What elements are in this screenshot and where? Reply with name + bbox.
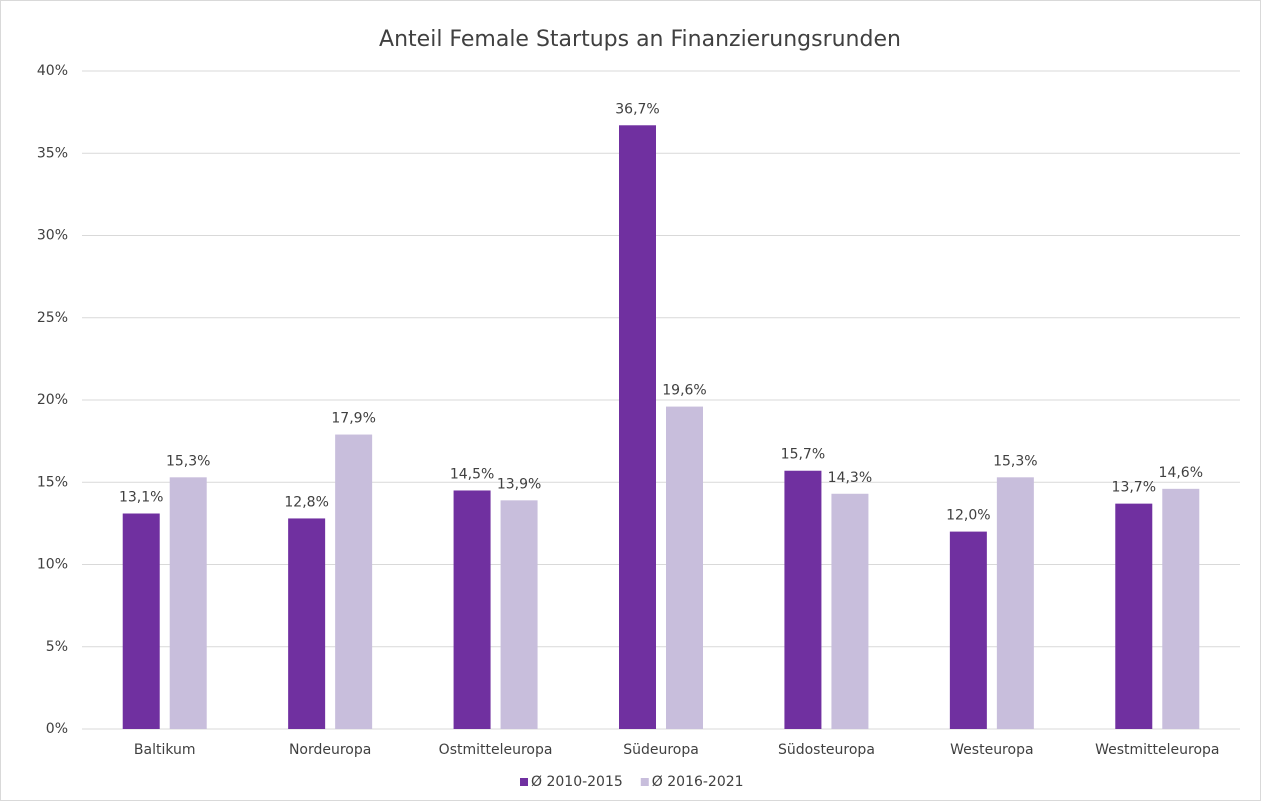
y-tick-label: 5% (46, 639, 68, 655)
value-label: 12,8% (284, 494, 328, 510)
value-label: 14,3% (828, 470, 872, 486)
value-label: 17,9% (331, 411, 375, 427)
y-tick-label: 40% (37, 63, 68, 79)
value-label: 13,9% (497, 476, 541, 492)
value-label: 15,3% (166, 453, 210, 469)
bar (996, 477, 1034, 729)
y-tick-label: 10% (37, 557, 68, 573)
x-tick-label: Westeuropa (950, 742, 1033, 758)
bar (949, 531, 987, 729)
y-tick-label: 0% (46, 721, 68, 737)
bar (335, 434, 373, 729)
bar (619, 125, 656, 729)
value-label: 14,6% (1159, 465, 1203, 481)
value-label: 15,3% (993, 453, 1037, 469)
y-tick-label: 25% (37, 310, 68, 326)
bar (666, 406, 703, 729)
bar (453, 490, 491, 729)
x-tick-label: Südeuropa (623, 742, 699, 758)
value-label: 36,7% (615, 101, 659, 117)
value-label: 13,7% (1112, 480, 1156, 496)
y-tick-label: 30% (37, 228, 68, 244)
x-tick-label: Baltikum (134, 742, 196, 758)
y-tick-label: 35% (37, 145, 68, 161)
bar (122, 513, 160, 729)
value-label: 14,5% (450, 466, 494, 482)
y-tick-label: 20% (37, 392, 68, 408)
bar (288, 518, 326, 729)
legend-swatch (640, 778, 649, 786)
bar (784, 470, 822, 729)
chart-title: Anteil Female Startups an Finanzierungsr… (379, 27, 901, 52)
legend-label: Ø 2010-2015 (531, 774, 623, 790)
bar (500, 500, 538, 729)
legend-label: Ø 2016-2021 (652, 774, 744, 790)
y-tick-label: 15% (37, 474, 68, 490)
bar (169, 477, 207, 729)
value-label: 12,0% (946, 508, 990, 524)
bar (831, 493, 869, 729)
x-tick-label: Westmitteleuropa (1095, 742, 1219, 758)
x-tick-label: Ostmitteleuropa (439, 742, 553, 758)
legend-swatch (520, 778, 528, 786)
value-label: 15,7% (781, 447, 825, 463)
bar (1162, 488, 1200, 729)
value-label: 19,6% (662, 383, 706, 399)
x-tick-label: Südosteuropa (778, 742, 875, 758)
bar (1115, 503, 1153, 729)
value-label: 13,1% (119, 490, 163, 506)
x-tick-label: Nordeuropa (289, 742, 371, 758)
